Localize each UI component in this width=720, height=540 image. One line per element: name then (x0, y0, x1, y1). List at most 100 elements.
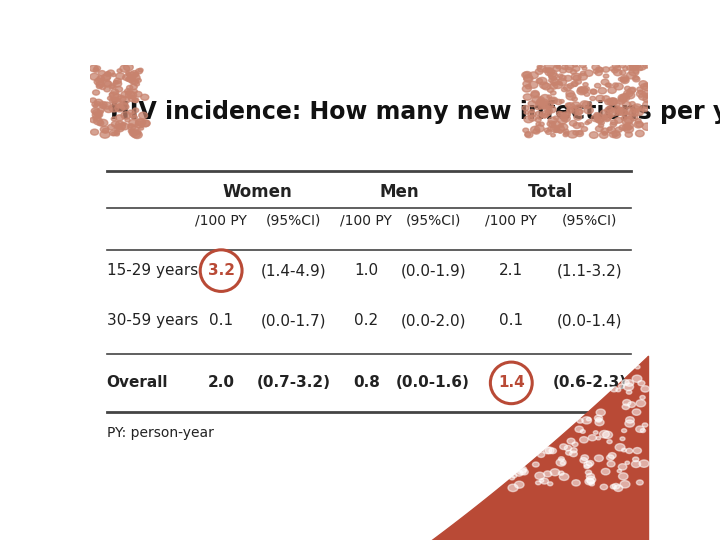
Circle shape (543, 68, 549, 72)
Circle shape (130, 75, 136, 79)
Circle shape (573, 131, 579, 135)
Circle shape (602, 96, 610, 102)
Circle shape (594, 113, 603, 120)
Circle shape (575, 79, 582, 84)
Circle shape (141, 120, 150, 127)
Circle shape (598, 87, 606, 94)
Circle shape (640, 429, 646, 433)
Circle shape (567, 109, 574, 113)
Circle shape (536, 481, 541, 485)
Circle shape (120, 104, 129, 110)
Circle shape (595, 455, 603, 462)
Circle shape (617, 107, 624, 113)
Circle shape (614, 66, 621, 71)
Circle shape (547, 70, 557, 77)
Circle shape (102, 102, 112, 109)
Circle shape (524, 75, 533, 81)
Circle shape (618, 96, 626, 103)
Circle shape (582, 417, 592, 424)
Circle shape (94, 104, 98, 108)
Circle shape (620, 437, 625, 441)
Circle shape (629, 87, 636, 92)
Circle shape (561, 115, 568, 120)
Circle shape (132, 116, 138, 120)
Circle shape (126, 71, 130, 75)
Circle shape (559, 68, 567, 73)
Circle shape (606, 83, 611, 87)
Circle shape (573, 110, 579, 114)
Circle shape (591, 114, 600, 122)
Circle shape (550, 98, 557, 103)
Circle shape (538, 97, 544, 101)
Circle shape (586, 461, 594, 466)
Circle shape (521, 469, 528, 475)
Circle shape (643, 96, 652, 103)
Circle shape (629, 63, 638, 69)
Circle shape (590, 90, 597, 94)
Circle shape (572, 102, 580, 108)
Circle shape (109, 92, 114, 96)
Circle shape (641, 84, 648, 90)
Circle shape (130, 71, 138, 77)
Circle shape (93, 90, 99, 95)
Circle shape (102, 129, 109, 133)
Circle shape (600, 110, 610, 117)
Circle shape (121, 91, 130, 98)
Circle shape (107, 70, 114, 76)
Circle shape (559, 471, 564, 475)
Circle shape (578, 87, 588, 94)
Circle shape (107, 124, 114, 130)
Circle shape (539, 101, 549, 109)
Circle shape (559, 124, 564, 127)
Circle shape (90, 98, 96, 103)
Circle shape (577, 87, 586, 95)
Circle shape (547, 106, 556, 113)
Circle shape (581, 126, 588, 131)
Circle shape (625, 107, 635, 115)
Circle shape (120, 65, 130, 72)
Circle shape (595, 419, 604, 426)
Circle shape (127, 76, 135, 83)
Circle shape (544, 102, 553, 109)
Text: Overall: Overall (107, 375, 168, 390)
Circle shape (94, 102, 100, 106)
Circle shape (140, 120, 150, 127)
Circle shape (517, 468, 526, 475)
Circle shape (607, 461, 615, 467)
Circle shape (127, 75, 135, 80)
Circle shape (541, 83, 551, 90)
Circle shape (526, 85, 531, 89)
Circle shape (561, 114, 567, 119)
Circle shape (603, 116, 611, 122)
Circle shape (92, 112, 102, 118)
Circle shape (533, 129, 540, 134)
Circle shape (560, 461, 565, 465)
Text: /100 PY: /100 PY (485, 214, 537, 228)
Circle shape (537, 66, 546, 72)
Circle shape (549, 76, 554, 79)
Circle shape (580, 101, 589, 107)
Circle shape (618, 99, 625, 104)
Text: Total: Total (528, 183, 573, 201)
Circle shape (636, 90, 646, 97)
Circle shape (545, 69, 554, 76)
Circle shape (531, 91, 539, 97)
Circle shape (124, 64, 133, 71)
Circle shape (558, 112, 566, 118)
Circle shape (625, 132, 632, 137)
Circle shape (609, 132, 617, 138)
Circle shape (557, 82, 562, 85)
Circle shape (644, 93, 650, 98)
Circle shape (598, 124, 603, 127)
Circle shape (121, 122, 126, 126)
Circle shape (606, 106, 613, 112)
Circle shape (626, 72, 636, 79)
Circle shape (510, 476, 515, 480)
Circle shape (552, 82, 557, 86)
Circle shape (612, 483, 620, 489)
Circle shape (535, 118, 541, 122)
Circle shape (639, 106, 645, 111)
Circle shape (551, 79, 559, 85)
Text: (0.0-1.7): (0.0-1.7) (261, 313, 326, 328)
Circle shape (582, 102, 592, 109)
